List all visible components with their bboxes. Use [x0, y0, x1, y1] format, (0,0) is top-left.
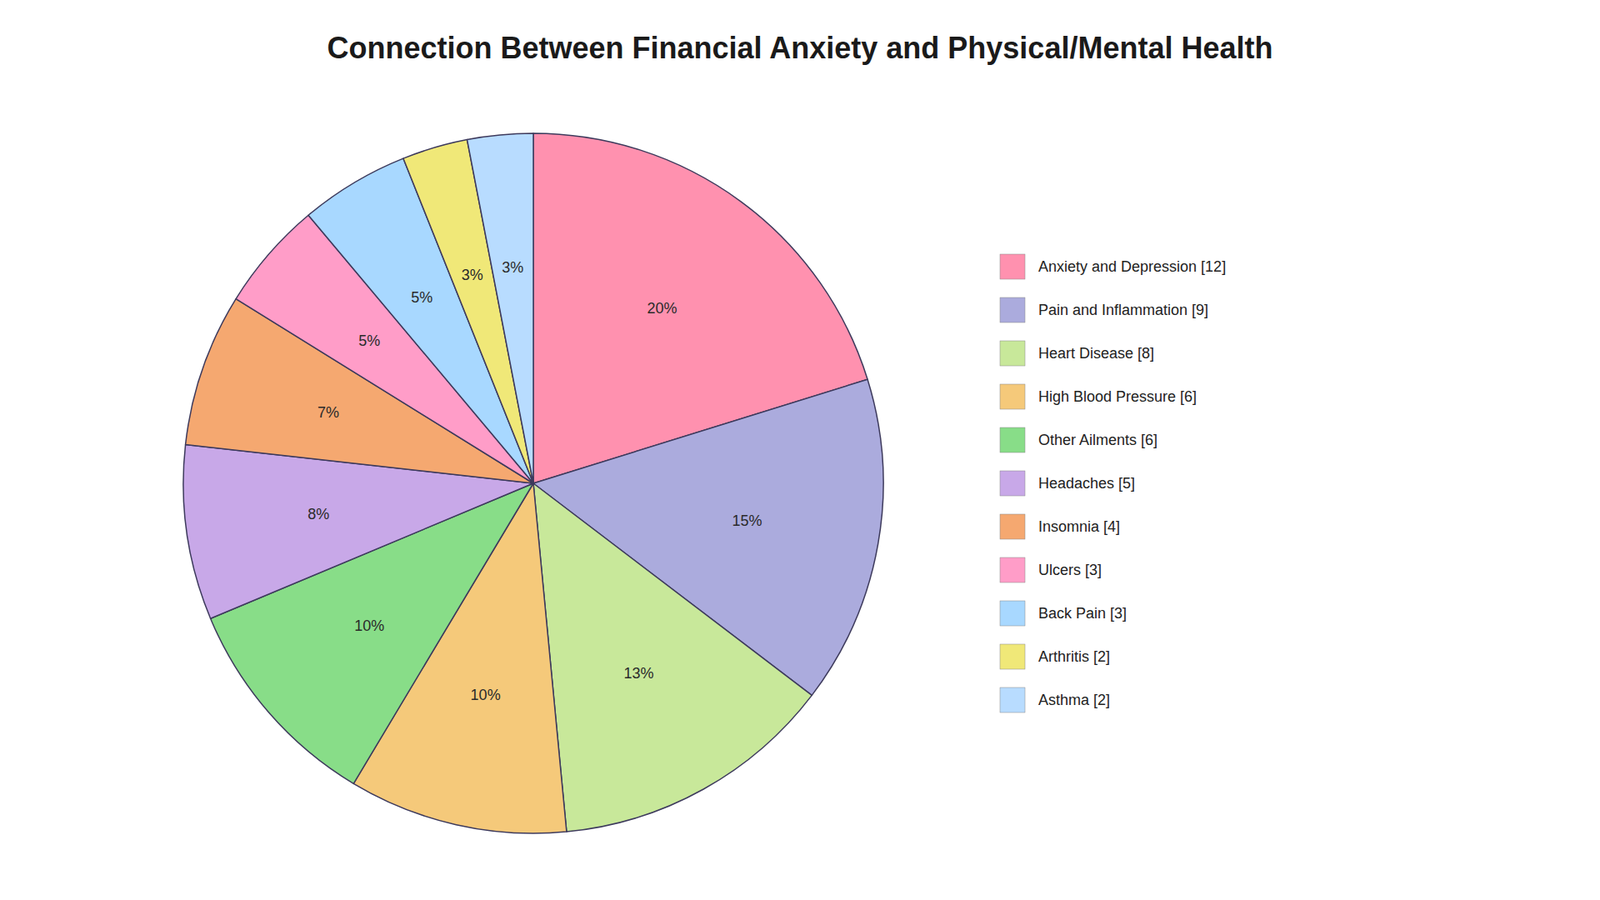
legend-swatch [1000, 254, 1025, 280]
data-label: 8% [307, 505, 330, 523]
legend-swatch [1000, 384, 1025, 410]
chart-title: Connection Between Financial Anxiety and… [327, 30, 1274, 65]
data-label: 15% [731, 512, 762, 530]
pie-slice [533, 483, 812, 832]
data-label: 13% [624, 665, 655, 682]
legend-label: Heart Disease [8] [1038, 345, 1155, 362]
legend: Anxiety and Depression [12] Pain and Infl… [1000, 254, 1226, 713]
legend-label: Other Ailments [6] [1038, 431, 1158, 449]
data-label: 10% [470, 686, 501, 704]
data-label: 7% [317, 404, 340, 421]
data-label: 5% [410, 289, 433, 306]
legend-label: Asthma [2] [1038, 691, 1110, 709]
legend-label: Back Pain [3] [1038, 605, 1127, 622]
legend-label: Anxiety and Depression [12] [1038, 258, 1226, 275]
legend-label: Pain and Inflammation [9] [1038, 301, 1209, 319]
legend-label: Insomnia [4] [1038, 518, 1120, 535]
legend-label: Ulcers [3] [1038, 561, 1102, 579]
legend-label: High Blood Pressure [6] [1038, 388, 1197, 405]
legend-label: Arthritis [2] [1038, 648, 1110, 665]
legend-swatch [1000, 340, 1025, 366]
chart-container: Connection Between Financial Anxiety and… [0, 0, 1600, 900]
background [0, 0, 1600, 900]
data-label: 10% [354, 617, 385, 635]
pie-slices [183, 133, 884, 834]
legend-swatch [1000, 514, 1025, 540]
legend-swatch [1000, 600, 1025, 626]
data-label: 20% [646, 300, 677, 317]
data-label: 5% [358, 332, 380, 350]
pie-labels: 20% 15% 13% 10% 10% 8% 7% 5% 5% 3% 3% [307, 259, 762, 704]
chart-svg: Connection Between Financial Anxiety and… [0, 0, 1600, 900]
legend-swatch [1000, 644, 1025, 670]
legend-swatch [1000, 687, 1025, 713]
legend-swatch [1000, 557, 1025, 583]
legend-swatch [1000, 470, 1025, 496]
legend-label: Headaches [5] [1038, 475, 1135, 492]
data-label: 3% [501, 259, 524, 276]
legend-swatch [1000, 297, 1025, 323]
pie-slice [467, 133, 534, 484]
data-label: 3% [461, 266, 484, 284]
legend-swatch [1000, 427, 1025, 453]
